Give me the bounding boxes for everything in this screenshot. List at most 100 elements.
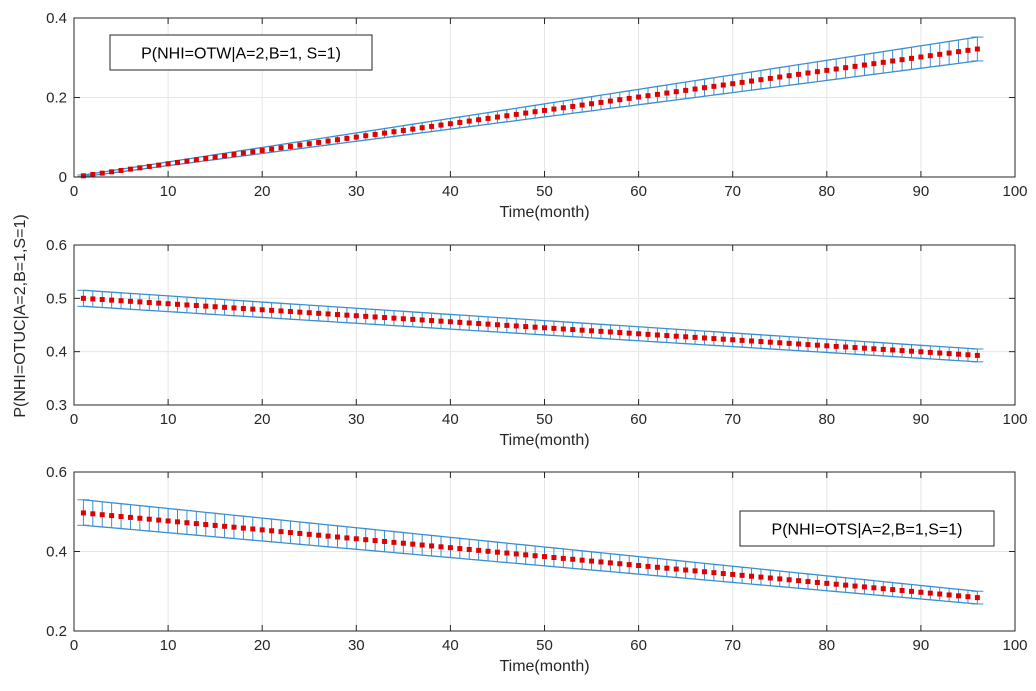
x-tick-label: 90	[913, 637, 930, 654]
mean-point	[429, 318, 435, 324]
mean-point	[654, 332, 660, 338]
mean-point	[908, 348, 914, 354]
mean-point	[466, 118, 472, 124]
mean-point	[513, 323, 519, 329]
y-tick-label: 0.6	[46, 464, 67, 481]
mean-point	[175, 301, 181, 307]
mean-point	[711, 570, 717, 576]
mean-point	[287, 143, 293, 149]
mean-point	[824, 580, 830, 586]
mean-point	[852, 583, 858, 589]
mean-point	[758, 339, 764, 345]
legend-box	[739, 510, 995, 547]
mean-point	[918, 349, 924, 355]
mean-point	[344, 535, 350, 541]
mean-point	[476, 321, 482, 327]
mean-point	[212, 522, 218, 528]
mean-point	[589, 558, 595, 564]
y-tick-label: 0.2	[46, 623, 67, 640]
x-tick-label: 0	[70, 411, 78, 428]
y-tick-label: 0.4	[46, 544, 67, 561]
mean-point	[739, 337, 745, 343]
mean-point	[946, 50, 952, 56]
mean-point	[372, 538, 378, 544]
mean-point	[203, 522, 209, 528]
x-tick-label: 80	[818, 183, 835, 200]
mean-point	[466, 546, 472, 552]
legend-text: P(NHI=OTS|A=2,B=1,S=1)	[772, 522, 963, 539]
mean-point	[730, 81, 736, 87]
mean-point	[504, 322, 510, 328]
mean-point	[570, 327, 576, 333]
mean-point	[363, 537, 369, 543]
mean-point	[259, 307, 265, 313]
mean-point	[777, 576, 783, 582]
mean-point	[429, 543, 435, 549]
mean-point	[796, 71, 802, 77]
x-tick-label: 90	[913, 183, 930, 200]
mean-point	[927, 590, 933, 596]
mean-point	[814, 579, 820, 585]
mean-point	[645, 93, 651, 99]
mean-point	[645, 331, 651, 337]
mean-point	[504, 113, 510, 119]
mean-point	[899, 587, 905, 593]
mean-point	[485, 321, 491, 327]
mean-point	[861, 584, 867, 590]
mean-point	[250, 526, 256, 532]
mean-point	[259, 527, 265, 533]
mean-point	[890, 58, 896, 64]
mean-point	[767, 75, 773, 81]
mean-point	[626, 330, 632, 336]
x-tick-label: 60	[630, 183, 647, 200]
mean-point	[156, 162, 162, 168]
mean-point	[692, 334, 698, 340]
mean-point	[542, 554, 547, 560]
y-tick-label: 0.6	[46, 237, 67, 254]
mean-point	[927, 53, 933, 59]
mean-point	[99, 170, 105, 176]
mean-point	[701, 335, 707, 341]
mean-point	[871, 585, 877, 591]
mean-point	[109, 513, 115, 519]
mean-point	[607, 560, 613, 566]
lower-bound-line	[83, 305, 978, 363]
mean-point	[391, 129, 397, 135]
mean-point	[513, 551, 519, 557]
x-axis-label: Time(month)	[499, 658, 589, 675]
x-tick-label: 40	[442, 183, 459, 200]
mean-point	[880, 59, 886, 65]
mean-point	[654, 91, 660, 97]
mean-point	[617, 330, 623, 336]
mean-point	[890, 587, 896, 593]
mean-point	[485, 548, 491, 554]
mean-point	[438, 544, 444, 550]
mean-point	[457, 319, 463, 325]
mean-point	[692, 568, 698, 574]
y-tick-label: 0.4	[46, 344, 67, 361]
mean-point	[476, 547, 482, 553]
x-tick-label: 40	[442, 637, 459, 654]
mean-point	[908, 55, 914, 61]
mean-point	[203, 303, 209, 309]
mean-point	[918, 54, 924, 60]
mean-point	[127, 514, 133, 520]
mean-point	[786, 340, 792, 346]
mean-point	[833, 581, 839, 587]
mean-point	[466, 320, 472, 326]
mean-point	[494, 114, 500, 120]
mean-point	[683, 334, 689, 340]
x-tick-label: 100	[1002, 637, 1027, 654]
mean-point	[127, 166, 133, 172]
mean-point	[156, 517, 162, 523]
mean-point	[240, 525, 246, 531]
mean-point	[626, 562, 632, 568]
mean-point	[372, 314, 378, 320]
mean-point	[231, 151, 237, 157]
mean-point	[419, 317, 425, 323]
mean-point	[118, 298, 124, 304]
mean-point	[90, 511, 96, 517]
mean-point	[861, 345, 867, 351]
mean-point	[880, 586, 886, 592]
